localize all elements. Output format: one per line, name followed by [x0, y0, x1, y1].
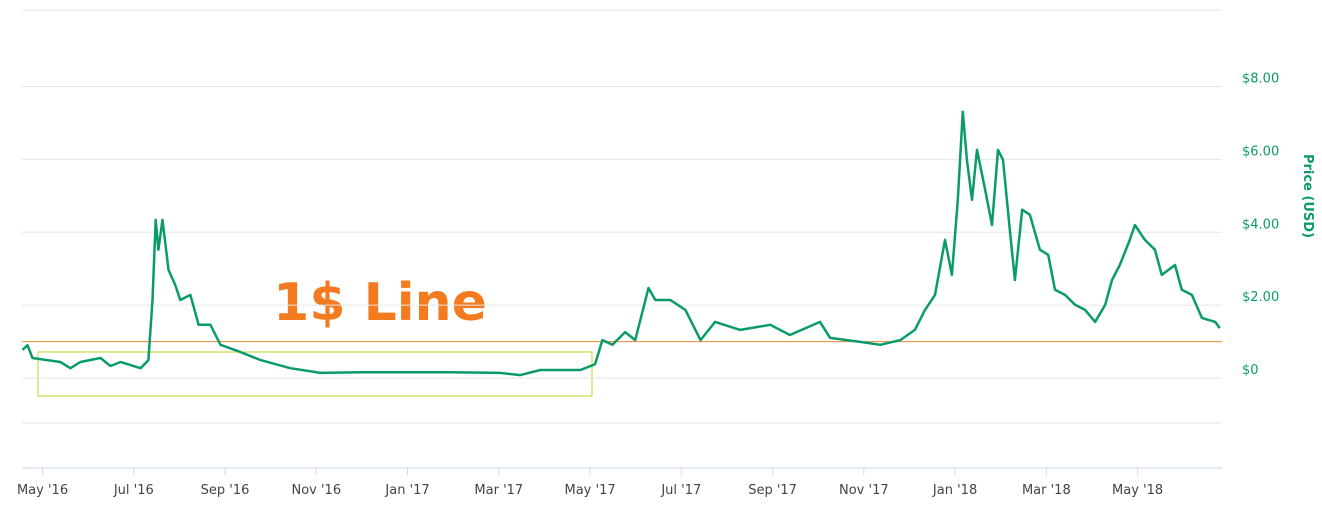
x-tick-label: Nov '17: [839, 483, 889, 498]
x-tick-label: Mar '17: [474, 483, 523, 498]
x-tick-label: Sep '17: [748, 483, 797, 498]
x-tick-label: Jul '16: [113, 483, 154, 498]
y-tick-label: $4.00: [1242, 217, 1279, 232]
y-tick-label: $2.00: [1242, 290, 1279, 305]
x-tick-label: May '18: [1112, 483, 1163, 498]
x-tick-label: Jan '17: [384, 483, 429, 498]
x-tick-label: Jan '18: [932, 483, 977, 498]
y-tick-label: $0: [1242, 363, 1259, 378]
x-tick-label: Sep '16: [201, 483, 250, 498]
annotation: 1$ Line: [273, 273, 487, 333]
price-line: [21, 110, 1221, 377]
x-tick-label: Nov '16: [291, 483, 341, 498]
y-axis-label: Price (USD): [1300, 154, 1315, 238]
x-tick-label: Jul '17: [660, 483, 701, 498]
x-tick-label: May '17: [564, 483, 615, 498]
y-tick-label: $6.00: [1242, 144, 1279, 159]
highlight-box: [37, 351, 593, 397]
x-tick-label: May '16: [17, 483, 68, 498]
x-tick-label: Mar '18: [1022, 483, 1071, 498]
y-tick-label: $8.00: [1242, 72, 1279, 87]
